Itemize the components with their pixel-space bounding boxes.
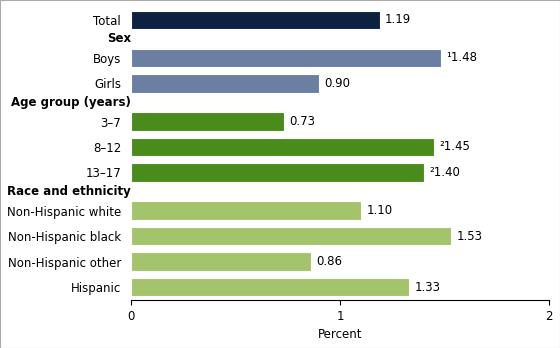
Bar xyxy=(131,201,361,220)
Text: Age group (years): Age group (years) xyxy=(11,96,131,109)
Bar xyxy=(131,10,380,29)
Text: 1.10: 1.10 xyxy=(366,204,393,217)
Bar xyxy=(131,138,434,156)
Text: ²1.45: ²1.45 xyxy=(440,141,470,153)
Text: 1.53: 1.53 xyxy=(456,230,482,243)
X-axis label: Percent: Percent xyxy=(318,328,362,341)
Bar xyxy=(131,252,311,271)
Text: 1.19: 1.19 xyxy=(385,13,412,26)
Text: 0.86: 0.86 xyxy=(316,255,342,268)
Bar xyxy=(131,49,441,67)
Text: 0.73: 0.73 xyxy=(289,115,315,128)
Bar xyxy=(131,112,283,131)
Text: Race and ethnicity: Race and ethnicity xyxy=(7,185,131,198)
Bar xyxy=(131,227,451,245)
Bar xyxy=(131,74,319,93)
Bar xyxy=(131,278,409,296)
Text: ¹1.48: ¹1.48 xyxy=(446,52,477,64)
Text: ²1.40: ²1.40 xyxy=(429,166,460,179)
Text: 0.90: 0.90 xyxy=(324,77,351,90)
Bar xyxy=(131,163,424,182)
Text: Sex: Sex xyxy=(107,32,131,45)
Text: 1.33: 1.33 xyxy=(414,280,440,294)
